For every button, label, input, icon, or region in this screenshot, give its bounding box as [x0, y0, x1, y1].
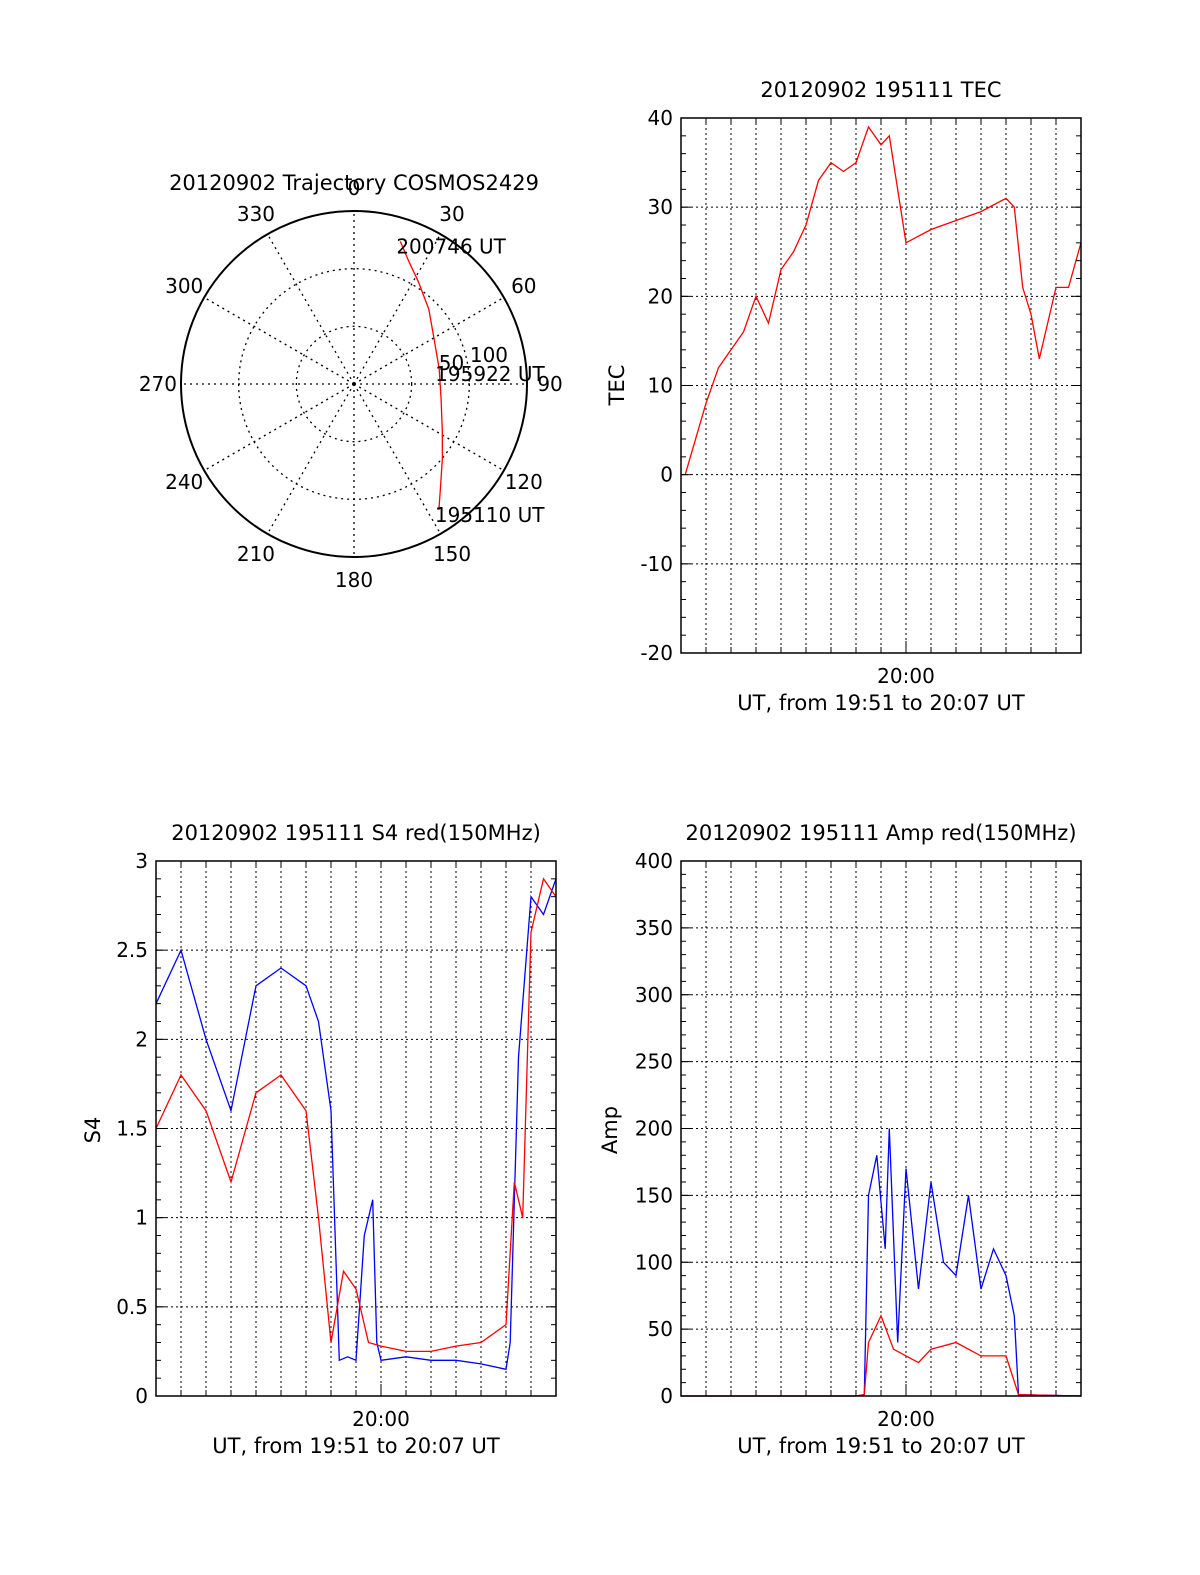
polar-spoke: [203, 383, 355, 472]
series-line: [681, 1314, 1082, 1397]
polar-azimuth-label: 270: [139, 372, 177, 396]
trajectory-time-label: 200746 UT: [396, 234, 506, 258]
tec-ticks: -20 -10 0 10 20 30 40 20:00: [640, 106, 1081, 688]
s4-xlabel: UT, from 19:51 to 20:07 UT: [212, 1434, 500, 1458]
polar-azimuth-labels: 0 30 60 90 120 150 180 210 240 270 300 330 50 100: [139, 176, 563, 592]
y-tick-label: -20: [640, 641, 673, 665]
polar-spoke: [353, 296, 505, 385]
s4-ticks: 0 0.5 1 1.5 2 2.5 3 20:00: [116, 849, 556, 1431]
y-tick-label: 3: [135, 849, 148, 873]
polar-azimuth-label: 150: [433, 542, 471, 566]
polar-spoke: [353, 383, 505, 472]
tec-xlabel: UT, from 19:51 to 20:07 UT: [737, 691, 1025, 715]
x-tick-label: 20:00: [877, 664, 935, 688]
y-tick-label: 100: [635, 1250, 673, 1274]
polar-radial-label: 100: [470, 343, 508, 367]
amp-grid: [681, 861, 1081, 1396]
x-tick-label: 20:00: [352, 1407, 410, 1431]
polar-title: 20120902 Trajectory COSMOS2429: [169, 171, 539, 195]
y-tick-label: 0.5: [116, 1295, 148, 1319]
polar-azimuth-label: 240: [165, 470, 203, 494]
y-tick-label: 1: [135, 1206, 148, 1230]
polar-azimuth-label: 90: [537, 372, 562, 396]
y-tick-label: 0: [660, 463, 673, 487]
y-tick-label: 250: [635, 1050, 673, 1074]
tec-title: 20120902 195111 TEC: [760, 78, 1001, 102]
trajectory-time-labels: 200746 UT 195922 UT 195110 UT: [396, 234, 545, 526]
series-line: [681, 1128, 1082, 1397]
y-tick-label: 300: [635, 983, 673, 1007]
s4-ylabel: S4: [81, 1117, 105, 1144]
s4-grid: [156, 861, 556, 1396]
y-tick-label: 2.5: [116, 938, 148, 962]
polar-azimuth-label: 0: [348, 176, 361, 200]
trajectory-time-label: 195922 UT: [435, 362, 545, 386]
y-tick-label: 40: [648, 106, 673, 130]
y-tick-label: -10: [640, 552, 673, 576]
y-tick-label: 200: [635, 1117, 673, 1141]
polar-spoke: [353, 233, 442, 385]
amp-title: 20120902 195111 Amp red(150MHz): [685, 821, 1076, 845]
polar-azimuth-label: 330: [237, 202, 275, 226]
polar-azimuth-label: 60: [511, 274, 536, 298]
trajectory-time-label: 195110 UT: [435, 503, 545, 527]
amp-panel: 20120902 195111 Amp red(150MHz) 0 50 100 15…: [598, 821, 1082, 1458]
s4-panel: 20120902 195111 S4 red(150MHz) 0 0.5 1 1.5 2…: [81, 821, 557, 1458]
polar-azimuth-label: 180: [335, 568, 373, 592]
amp-ticks: 0 50 100 150 200 250 300 350 400 20:00: [635, 849, 1081, 1431]
polar-azimuth-label: 120: [505, 470, 543, 494]
amp-ylabel: Amp: [598, 1106, 622, 1154]
y-tick-label: 2: [135, 1027, 148, 1051]
polar-trajectory-plot: 20120902 Trajectory COSMOS2429 0 30 60 90 12…: [139, 171, 563, 592]
polar-spoke: [353, 383, 442, 535]
y-tick-label: 400: [635, 849, 673, 873]
series-line: [155, 877, 557, 1353]
trajectory-line: [399, 241, 444, 510]
polar-azimuth-label: 300: [165, 274, 203, 298]
polar-azimuth-label: 210: [237, 542, 275, 566]
polar-ring: [295, 325, 413, 443]
y-tick-label: 350: [635, 916, 673, 940]
y-tick-label: 0: [135, 1384, 148, 1408]
tec-ylabel: TEC: [605, 365, 629, 407]
y-tick-label: 50: [648, 1317, 673, 1341]
tec-panel: 20120902 195111 TEC -20 -10 0 10 20 30 40 20:00…: [605, 78, 1082, 715]
s4-title: 20120902 195111 S4 red(150MHz): [171, 821, 541, 845]
y-tick-label: 1.5: [116, 1117, 148, 1141]
x-tick-label: 20:00: [877, 1407, 935, 1431]
tec-series: [684, 125, 1082, 475]
polar-azimuth-label: 30: [439, 202, 464, 226]
polar-spoke: [266, 233, 355, 385]
tec-grid: [681, 118, 1081, 653]
polar-grid: [181, 211, 527, 557]
polar-radial-label: 50: [439, 351, 464, 375]
y-tick-label: 10: [648, 374, 673, 398]
y-tick-label: 30: [648, 195, 673, 219]
y-tick-label: 150: [635, 1183, 673, 1207]
y-tick-label: 20: [648, 284, 673, 308]
series-line: [155, 878, 557, 1371]
s4-series: [155, 877, 557, 1371]
polar-outer-circle: [180, 210, 528, 558]
amp-xlabel: UT, from 19:51 to 20:07 UT: [737, 1434, 1025, 1458]
series-line: [684, 125, 1082, 475]
y-tick-label: 0: [660, 1384, 673, 1408]
polar-spoke: [203, 296, 355, 385]
amp-series: [681, 1128, 1082, 1397]
polar-spoke: [266, 383, 355, 535]
